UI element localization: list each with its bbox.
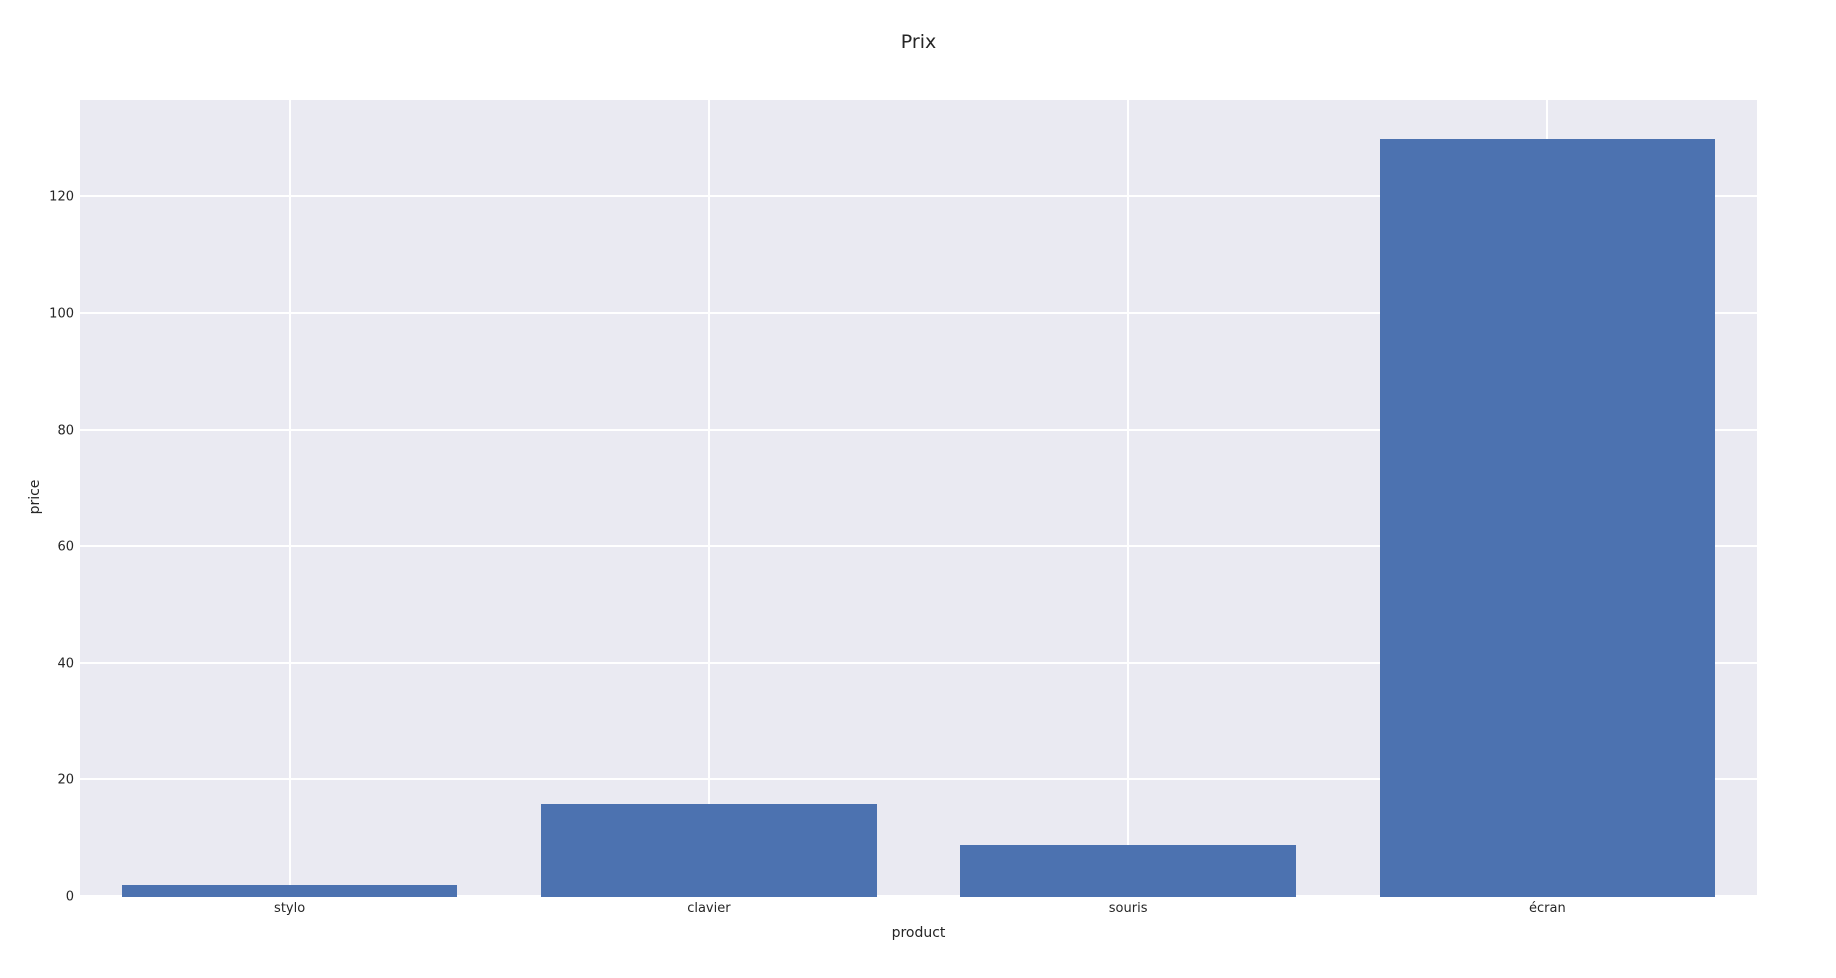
- bar-clavier: [541, 803, 877, 897]
- h-gridline: [80, 545, 1757, 548]
- y-tick-label: 80: [57, 423, 74, 439]
- x-tick-label: écran: [1529, 901, 1566, 916]
- y-tick-label: 0: [65, 889, 74, 905]
- bar-souris: [960, 844, 1296, 897]
- x-tick-label: souris: [1108, 901, 1148, 916]
- h-gridline: [80, 195, 1757, 198]
- chart-title: Prix: [900, 31, 937, 53]
- bar-layer: [80, 100, 1757, 897]
- v-gridline: [288, 100, 291, 897]
- x-tick-label: clavier: [687, 901, 731, 916]
- bar-écran: [1379, 139, 1716, 897]
- v-gridline: [707, 100, 710, 897]
- v-gridline: [1127, 100, 1130, 897]
- h-gridline: [80, 661, 1757, 664]
- y-tick-label: 60: [57, 539, 74, 555]
- h-gridline: [80, 778, 1757, 781]
- h-gridline: [80, 895, 1757, 897]
- h-gridline: [80, 311, 1757, 314]
- x-tick-label: stylo: [274, 901, 306, 916]
- x-axis-label: product: [891, 925, 946, 941]
- y-tick-label: 100: [49, 306, 74, 322]
- y-tick-label: 20: [57, 772, 74, 788]
- y-tick-label: 40: [57, 656, 74, 672]
- y-axis-label: price: [27, 479, 43, 515]
- h-gridline: [80, 428, 1757, 431]
- bar-stylo: [121, 885, 458, 897]
- y-tick-label: 120: [49, 189, 74, 205]
- plot-area: [80, 100, 1757, 897]
